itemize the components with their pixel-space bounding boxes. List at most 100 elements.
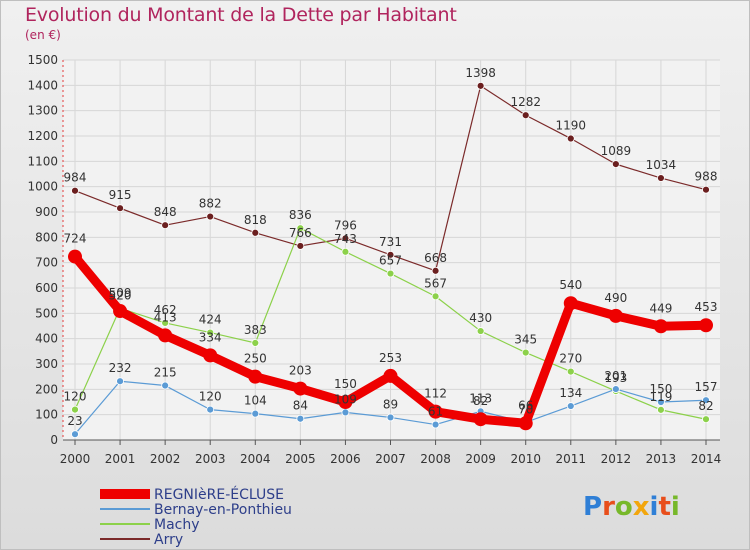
- data-point: [71, 186, 79, 195]
- data-point: [566, 134, 575, 143]
- x-tick-label: 2006: [330, 452, 361, 466]
- data-point: [71, 430, 79, 439]
- data-label: 157: [695, 380, 718, 394]
- data-label: 193: [604, 371, 627, 385]
- data-label: 1089: [601, 144, 632, 158]
- x-tick-label: 2014: [691, 452, 722, 466]
- data-label: 743: [334, 232, 357, 246]
- data-label: 104: [244, 394, 267, 408]
- y-tick-label: 300: [35, 357, 58, 371]
- data-label: 201: [604, 369, 627, 383]
- data-label: 453: [695, 300, 718, 314]
- y-tick-label: 1200: [27, 129, 58, 143]
- data-point: [341, 408, 350, 417]
- data-point: [476, 81, 485, 90]
- y-tick-label: 900: [35, 205, 58, 219]
- data-label: 89: [383, 397, 398, 411]
- y-tick-label: 1000: [27, 180, 58, 194]
- data-labels: 984 915 848 882 818 766 796 731 668 1398 1282 1190 1…: [64, 66, 718, 428]
- data-point: [203, 348, 218, 363]
- data-label: 657: [379, 254, 402, 268]
- y-tick-label: 700: [35, 256, 58, 270]
- legend-label: Machy: [154, 517, 200, 533]
- data-point: [161, 381, 170, 390]
- data-point: [566, 367, 575, 376]
- y-tick-label: 1400: [27, 78, 58, 92]
- y-tick-label: 200: [35, 382, 58, 396]
- y-tick-label: 1500: [27, 53, 58, 67]
- data-point: [161, 221, 170, 230]
- data-label: 818: [244, 213, 267, 227]
- y-tick-label: 800: [35, 230, 58, 244]
- data-point: [653, 319, 668, 334]
- unit-label: (en €): [25, 28, 61, 42]
- data-label: 334: [199, 330, 222, 344]
- data-point: [657, 398, 665, 406]
- data-label: 766: [289, 226, 312, 240]
- x-tick-label: 2003: [195, 452, 226, 466]
- data-label: 724: [64, 232, 87, 246]
- data-label: 215: [154, 366, 177, 380]
- data-label: 509: [109, 286, 132, 300]
- data-label: 1282: [510, 95, 541, 109]
- legend: REGNIèRE-ÉCLUSEBernay-en-PonthieuMachyAr…: [100, 486, 292, 548]
- legend-label: REGNIèRE-ÉCLUSE: [154, 486, 284, 503]
- x-tick-label: 2007: [375, 452, 406, 466]
- data-label: 345: [514, 333, 537, 347]
- y-tick-label: 600: [35, 281, 58, 295]
- y-tick-label: 0: [50, 433, 58, 447]
- x-tick-label: 2011: [556, 452, 587, 466]
- data-point: [71, 405, 79, 414]
- x-tick-label: 2010: [510, 452, 541, 466]
- data-point: [206, 328, 215, 337]
- data-point: [338, 395, 353, 409]
- y-tick-label: 1300: [27, 104, 58, 118]
- data-point: [386, 269, 395, 278]
- data-label: 23: [67, 414, 82, 428]
- data-point: [428, 404, 443, 419]
- data-label: 250: [244, 352, 267, 366]
- legend-label: Bernay-en-Ponthieu: [154, 502, 292, 518]
- data-label: 1190: [556, 119, 587, 133]
- data-point: [248, 369, 263, 384]
- data-label: 413: [154, 310, 177, 324]
- data-label: 520: [109, 288, 132, 302]
- x-tick-label: 2013: [646, 452, 677, 466]
- x-tick-label: 2009: [465, 452, 496, 466]
- data-label: 731: [379, 235, 402, 249]
- chart-title: Evolution du Montant de la Dette par Hab…: [25, 4, 457, 26]
- data-label: 848: [154, 205, 177, 219]
- data-point: [206, 405, 215, 414]
- data-point: [566, 402, 575, 410]
- x-tick-label: 2008: [420, 452, 451, 466]
- data-label: 668: [424, 251, 447, 265]
- legend-label: Arry: [154, 532, 183, 548]
- data-point: [611, 160, 620, 169]
- data-label: 430: [469, 311, 492, 325]
- data-label: 70: [518, 402, 533, 416]
- data-point: [296, 224, 305, 233]
- logo-letter: r: [602, 492, 615, 522]
- data-point: [702, 415, 710, 424]
- data-label: 270: [559, 352, 582, 366]
- y-tick-label: 500: [35, 306, 58, 320]
- data-label: 66: [518, 398, 533, 412]
- data-point: [116, 377, 124, 386]
- logo-letter: P: [583, 492, 602, 522]
- data-label: 253: [379, 351, 402, 365]
- logo-letter: t: [658, 492, 670, 522]
- data-point: [251, 228, 260, 237]
- axes: 0 100 200 300 400 500 600 700 800 900 1000 1100 1200…: [27, 53, 721, 466]
- data-label: 82: [698, 399, 713, 413]
- series-group: [68, 81, 713, 439]
- data-label: 567: [424, 276, 447, 290]
- logo-letter: x: [633, 492, 650, 522]
- data-point: [657, 405, 665, 414]
- data-point: [699, 318, 713, 333]
- data-point: [431, 266, 440, 275]
- data-point: [521, 348, 530, 357]
- y-tick-label: 100: [35, 408, 58, 422]
- data-label: 490: [604, 291, 627, 305]
- data-label: 134: [559, 386, 582, 400]
- data-point: [657, 174, 665, 182]
